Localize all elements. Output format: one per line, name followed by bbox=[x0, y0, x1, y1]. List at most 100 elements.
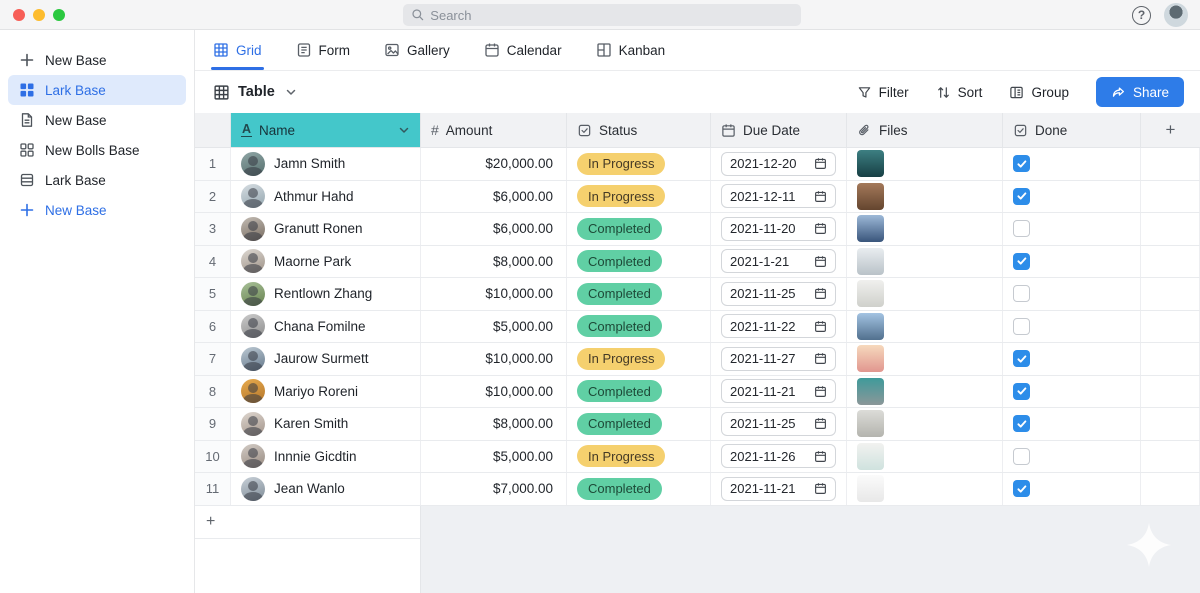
file-thumbnail[interactable] bbox=[857, 442, 884, 470]
amount-cell[interactable]: $7,000.00 bbox=[421, 473, 567, 505]
due-date-cell[interactable]: 2021-11-21 bbox=[711, 375, 847, 407]
file-thumbnail[interactable] bbox=[857, 182, 884, 210]
name-cell[interactable]: Karen Smith bbox=[231, 408, 421, 440]
files-cell[interactable] bbox=[847, 408, 1003, 440]
name-cell[interactable]: Jamn Smith bbox=[231, 148, 421, 180]
table-switcher[interactable]: Table bbox=[213, 84, 297, 101]
done-cell[interactable] bbox=[1003, 375, 1141, 407]
row-number[interactable]: 10 bbox=[195, 440, 231, 472]
due-date-cell[interactable]: 2021-11-21 bbox=[711, 473, 847, 505]
status-cell[interactable]: Completed bbox=[567, 310, 711, 342]
amount-cell[interactable]: $10,000.00 bbox=[421, 278, 567, 310]
files-cell[interactable] bbox=[847, 310, 1003, 342]
name-cell[interactable]: Athmur Hahd bbox=[231, 180, 421, 212]
amount-cell[interactable]: $6,000.00 bbox=[421, 180, 567, 212]
file-thumbnail[interactable] bbox=[857, 475, 884, 503]
file-thumbnail[interactable] bbox=[857, 280, 884, 308]
row-number[interactable]: 9 bbox=[195, 408, 231, 440]
date-input[interactable]: 2021-1-21 bbox=[721, 249, 836, 274]
file-thumbnail[interactable] bbox=[857, 215, 884, 243]
status-cell[interactable]: In Progress bbox=[567, 343, 711, 375]
done-cell[interactable] bbox=[1003, 310, 1141, 342]
amount-cell[interactable]: $6,000.00 bbox=[421, 213, 567, 245]
sidebar-item-new-base[interactable]: New Base bbox=[8, 105, 186, 135]
amount-cell[interactable]: $8,000.00 bbox=[421, 245, 567, 277]
due-date-cell[interactable]: 2021-11-26 bbox=[711, 440, 847, 472]
row-number[interactable]: 5 bbox=[195, 278, 231, 310]
row-number[interactable]: 2 bbox=[195, 180, 231, 212]
tab-kanban[interactable]: Kanban bbox=[596, 30, 665, 70]
done-cell[interactable] bbox=[1003, 343, 1141, 375]
name-cell[interactable]: Jean Wanlo bbox=[231, 473, 421, 505]
tab-calendar[interactable]: Calendar bbox=[484, 30, 562, 70]
done-cell[interactable] bbox=[1003, 473, 1141, 505]
date-input[interactable]: 2021-11-27 bbox=[721, 346, 836, 371]
tab-form[interactable]: Form bbox=[296, 30, 350, 70]
file-thumbnail[interactable] bbox=[857, 410, 884, 438]
date-input[interactable]: 2021-11-21 bbox=[721, 379, 836, 404]
close-window-button[interactable] bbox=[13, 8, 25, 21]
files-cell[interactable] bbox=[847, 343, 1003, 375]
column-header-amount[interactable]: # Amount bbox=[421, 113, 567, 147]
sidebar-item-new-base[interactable]: New Base bbox=[8, 45, 186, 75]
done-cell[interactable] bbox=[1003, 245, 1141, 277]
done-checkbox[interactable] bbox=[1013, 382, 1030, 400]
date-input[interactable]: 2021-12-11 bbox=[721, 184, 836, 209]
date-input[interactable]: 2021-11-26 bbox=[721, 444, 836, 469]
done-checkbox[interactable] bbox=[1013, 480, 1030, 498]
filter-button[interactable]: Filter bbox=[857, 85, 909, 100]
maximize-window-button[interactable] bbox=[53, 8, 65, 21]
search-input[interactable] bbox=[430, 7, 793, 23]
done-cell[interactable] bbox=[1003, 213, 1141, 245]
date-input[interactable]: 2021-11-22 bbox=[721, 314, 836, 339]
sidebar-item-new-bolls-base[interactable]: New Bolls Base bbox=[8, 135, 186, 165]
due-date-cell[interactable]: 2021-11-27 bbox=[711, 343, 847, 375]
name-cell[interactable]: Chana Fomilne bbox=[231, 310, 421, 342]
group-button[interactable]: Group bbox=[1009, 85, 1069, 100]
amount-cell[interactable]: $8,000.00 bbox=[421, 408, 567, 440]
status-cell[interactable]: Completed bbox=[567, 245, 711, 277]
column-header-due[interactable]: Due Date bbox=[711, 113, 847, 147]
row-number[interactable]: 11 bbox=[195, 473, 231, 505]
due-date-cell[interactable]: 2021-11-25 bbox=[711, 278, 847, 310]
row-number[interactable]: 1 bbox=[195, 148, 231, 180]
date-input[interactable]: 2021-12-20 bbox=[721, 151, 836, 176]
status-cell[interactable]: In Progress bbox=[567, 440, 711, 472]
name-cell[interactable]: Rentlown Zhang bbox=[231, 278, 421, 310]
done-cell[interactable] bbox=[1003, 148, 1141, 180]
status-cell[interactable]: In Progress bbox=[567, 148, 711, 180]
status-cell[interactable]: Completed bbox=[567, 473, 711, 505]
done-cell[interactable] bbox=[1003, 180, 1141, 212]
amount-cell[interactable]: $5,000.00 bbox=[421, 310, 567, 342]
done-cell[interactable] bbox=[1003, 278, 1141, 310]
date-input[interactable]: 2021-11-21 bbox=[721, 476, 836, 501]
done-checkbox[interactable] bbox=[1013, 220, 1030, 238]
date-input[interactable]: 2021-11-20 bbox=[721, 216, 836, 241]
file-thumbnail[interactable] bbox=[857, 150, 884, 178]
done-checkbox[interactable] bbox=[1013, 447, 1030, 465]
minimize-window-button[interactable] bbox=[33, 8, 45, 21]
user-avatar[interactable] bbox=[1164, 3, 1188, 27]
row-number[interactable]: 3 bbox=[195, 213, 231, 245]
files-cell[interactable] bbox=[847, 245, 1003, 277]
done-cell[interactable] bbox=[1003, 408, 1141, 440]
amount-cell[interactable]: $20,000.00 bbox=[421, 148, 567, 180]
status-cell[interactable]: Completed bbox=[567, 408, 711, 440]
add-column-button[interactable]: + bbox=[1165, 120, 1176, 139]
column-header-name[interactable]: A Name bbox=[231, 113, 421, 147]
due-date-cell[interactable]: 2021-11-25 bbox=[711, 408, 847, 440]
row-number[interactable]: 4 bbox=[195, 245, 231, 277]
status-cell[interactable]: Completed bbox=[567, 278, 711, 310]
file-thumbnail[interactable] bbox=[857, 247, 884, 275]
share-button[interactable]: Share bbox=[1095, 77, 1184, 107]
files-cell[interactable] bbox=[847, 213, 1003, 245]
status-cell[interactable]: Completed bbox=[567, 375, 711, 407]
tab-grid[interactable]: Grid bbox=[211, 30, 264, 70]
due-date-cell[interactable]: 2021-11-22 bbox=[711, 310, 847, 342]
sort-button[interactable]: Sort bbox=[936, 85, 982, 100]
date-input[interactable]: 2021-11-25 bbox=[721, 281, 836, 306]
name-cell[interactable]: Granutt Ronen bbox=[231, 213, 421, 245]
amount-cell[interactable]: $10,000.00 bbox=[421, 343, 567, 375]
done-checkbox[interactable] bbox=[1013, 252, 1030, 270]
done-checkbox[interactable] bbox=[1013, 285, 1030, 303]
